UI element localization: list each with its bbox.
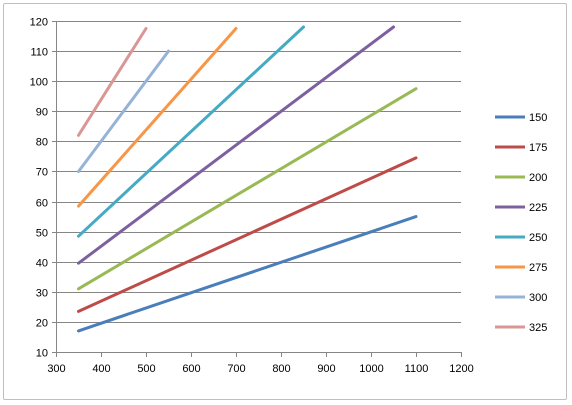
legend: 150 175 200 225 250 275 300 325	[495, 112, 547, 334]
y-tick-label: 30	[36, 288, 48, 300]
x-tick-label: 500	[137, 363, 155, 375]
legend-label-150: 150	[529, 112, 547, 124]
x-tick-label: 600	[182, 363, 200, 375]
series-line-275	[77, 27, 238, 208]
y-tick-label: 60	[36, 198, 48, 210]
axes: 10 20 30 40 50 60 70 80 90 100 110 120 300 400 500 600 7…	[30, 17, 474, 376]
legend-label-200: 200	[529, 172, 547, 184]
series-line-200	[77, 87, 418, 291]
y-tick-label: 70	[36, 167, 48, 179]
y-tick-label: 90	[36, 107, 48, 119]
series-line-250	[77, 25, 305, 238]
y-tick-label: 40	[36, 258, 48, 270]
series-line-225	[77, 25, 395, 265]
series-line-175	[77, 156, 418, 313]
series-line-300	[77, 49, 170, 173]
legend-label-325: 325	[529, 322, 547, 334]
x-tick-label: 1100	[405, 363, 429, 375]
series-line-325	[77, 27, 148, 137]
x-tick-label: 1000	[359, 363, 383, 375]
y-tick-label: 110	[30, 47, 48, 59]
series-lines	[77, 25, 418, 333]
y-tick-label: 120	[30, 17, 48, 29]
legend-label-300: 300	[529, 292, 547, 304]
x-tick-label: 300	[47, 363, 65, 375]
x-tick-label: 1200	[449, 363, 473, 375]
y-tick-label: 80	[36, 137, 48, 149]
y-tick-label: 50	[36, 228, 48, 240]
series-line-150	[77, 215, 418, 333]
y-tick-label: 20	[36, 318, 48, 330]
legend-label-250: 250	[529, 232, 547, 244]
y-tick-label: 10	[36, 348, 48, 360]
x-tick-label: 800	[272, 363, 290, 375]
y-tick-label: 100	[30, 77, 48, 89]
x-tick-label: 400	[92, 363, 110, 375]
x-tick-label: 900	[317, 363, 335, 375]
legend-label-175: 175	[529, 142, 547, 154]
x-tick-label: 700	[227, 363, 245, 375]
legend-label-275: 275	[529, 262, 547, 274]
chart-frame	[3, 3, 567, 400]
legend-label-225: 225	[529, 202, 547, 214]
